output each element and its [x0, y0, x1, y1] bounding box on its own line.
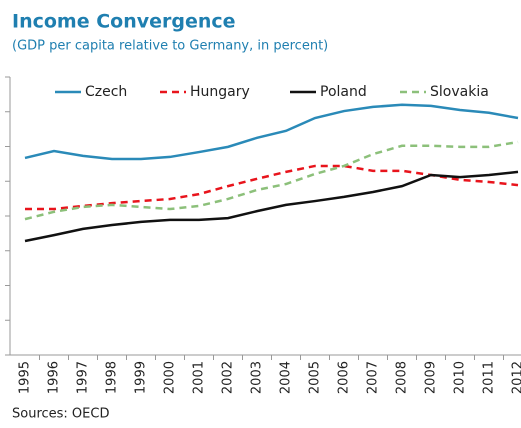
x-tick-label: 2003 [250, 361, 265, 394]
source: Sources: OECD [12, 407, 109, 422]
x-tick-label: 2007 [366, 361, 381, 394]
x-tick-label: 1996 [47, 361, 62, 394]
x-tick-label: 2005 [308, 361, 323, 394]
chart-title: Income Convergence [12, 11, 236, 33]
legend-label: Slovakia [430, 84, 489, 100]
x-tick-label: 2011 [482, 361, 497, 394]
legend-label: Czech [85, 84, 127, 100]
chart-subtitle: (GDP per capita relative to Germany, in … [12, 39, 328, 54]
x-tick-label: 2009 [424, 361, 439, 394]
line-series [24, 103, 519, 161]
x-tick-label: 2010 [453, 361, 468, 394]
legend-label: Poland [320, 84, 367, 100]
legend-label: Hungary [190, 84, 250, 100]
x-tick-label: 2004 [279, 361, 294, 394]
x-tick-label: 2008 [395, 361, 410, 394]
line-series [24, 140, 519, 221]
x-tick-label: 2000 [163, 361, 178, 394]
x-tick-label: 2012 [511, 361, 521, 394]
x-tick-label: 1999 [134, 361, 149, 394]
x-tick-label: 2006 [337, 361, 352, 394]
x-tick-label: 1997 [76, 361, 91, 394]
line-series [24, 170, 519, 243]
line-series [25, 164, 519, 211]
x-tick-label: 2002 [221, 361, 236, 394]
x-tick-label: 2001 [192, 361, 207, 394]
x-tick-label: 1998 [105, 361, 120, 394]
x-tick-label: 1995 [18, 361, 33, 394]
